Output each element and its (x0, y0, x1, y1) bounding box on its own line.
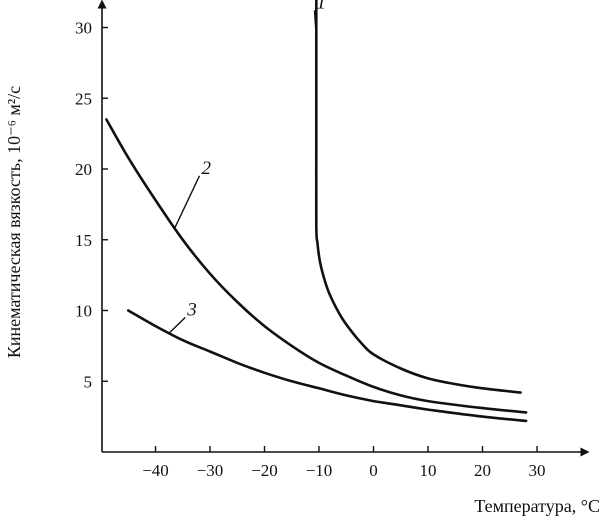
x-tick-label: 20 (474, 461, 491, 480)
series (105, 0, 528, 423)
y-tick-label: 15 (75, 231, 92, 250)
x-axis-title: Температура, °С (474, 496, 600, 516)
series-line-1 (314, 0, 522, 394)
series-line-2 (105, 118, 528, 414)
x-tick-label: −40 (142, 461, 169, 480)
y-tick-label: 30 (75, 19, 92, 38)
y-tick-label: 5 (84, 372, 93, 391)
y-tick-label: 20 (75, 160, 92, 179)
y-tick-label: 25 (75, 89, 92, 108)
y-tick-label: 10 (75, 302, 92, 321)
y-axis-title: Кинематическая вязкость, 10⁻⁶ м²/с (4, 86, 24, 358)
x-tick-label: −20 (251, 461, 278, 480)
series-line-3 (127, 309, 528, 423)
x-tick-label: −30 (197, 461, 224, 480)
series-label-1: 1 (316, 0, 326, 13)
x-tick-label: 10 (420, 461, 437, 480)
x-tick-label: −10 (306, 461, 333, 480)
series-leader-2 (173, 175, 201, 229)
axis-ticks: −40 −30 −20 −10 0 10 20 30 5 10 15 20 25 30 (75, 19, 546, 481)
series-leader-3 (168, 316, 186, 334)
series-label-2: 2 (201, 158, 211, 179)
curve-labels: 1 2 3 (168, 0, 326, 334)
series-leader-1 (313, 10, 317, 38)
axes (97, 0, 590, 457)
x-tick-label: 0 (369, 461, 378, 480)
series-label-3: 3 (186, 299, 197, 320)
x-tick-label: 30 (529, 461, 546, 480)
